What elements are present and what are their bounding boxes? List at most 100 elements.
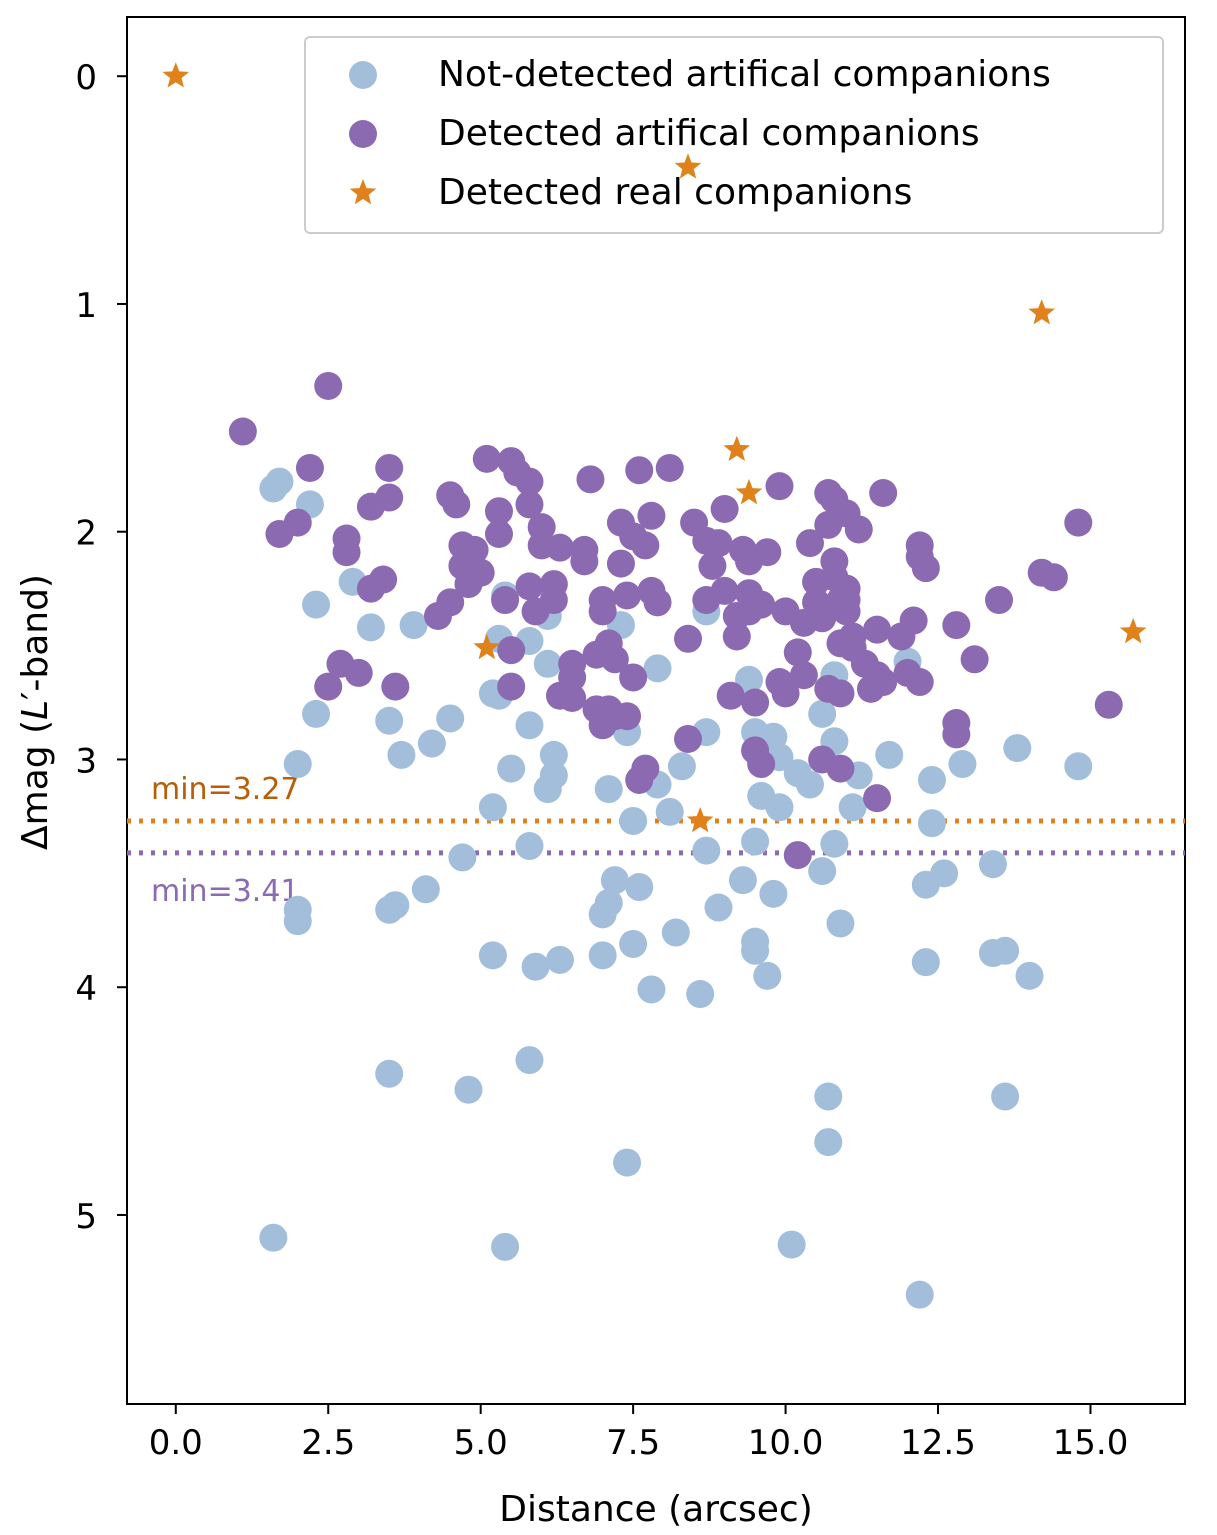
detected-point	[844, 515, 873, 544]
detected-point	[710, 494, 739, 523]
min-detected-label: min=3.41	[151, 874, 300, 909]
detected-point	[613, 581, 642, 610]
not-detected-point	[991, 936, 1020, 965]
detected-point	[753, 538, 782, 567]
detected-point	[911, 554, 940, 583]
detected-point	[600, 645, 629, 674]
detected-point	[942, 720, 971, 749]
detected-point	[600, 702, 629, 731]
not-detected-point	[686, 980, 715, 1009]
detected-point	[631, 531, 660, 560]
detected-point	[1064, 508, 1093, 537]
detected-point	[820, 547, 849, 576]
detected-point	[863, 784, 892, 813]
detected-point	[789, 608, 818, 637]
not-detected-point	[265, 467, 294, 496]
not-detected-point	[448, 843, 477, 872]
detected-point	[515, 490, 544, 519]
not-detected-point	[808, 857, 837, 886]
x-tick-label: 5.0	[454, 1423, 508, 1463]
detected-point	[484, 519, 513, 548]
not-detected-point	[978, 850, 1007, 879]
real-companion-point	[1028, 299, 1056, 325]
not-detected-point	[545, 945, 574, 974]
not-detected-point	[826, 909, 855, 938]
detected-point	[558, 663, 587, 692]
y-tick-label: 5	[75, 1197, 97, 1237]
y-axis-label: Δmag (L′-band)	[15, 574, 56, 850]
not-detected-point	[302, 699, 331, 728]
x-axis-label: Distance (arcsec)	[499, 1489, 813, 1530]
detected-point	[631, 754, 660, 783]
y-tick-label: 0	[75, 58, 97, 98]
series-detected	[228, 371, 1123, 870]
detected-point	[332, 538, 361, 567]
not-detected-point	[820, 829, 849, 858]
not-detected-point	[521, 952, 550, 981]
detected-point	[375, 483, 404, 512]
not-detected-point	[625, 873, 654, 902]
not-detected-point	[259, 1223, 288, 1252]
detected-point	[826, 679, 855, 708]
detected-point	[942, 611, 971, 640]
detected-point	[643, 588, 672, 617]
detected-point	[295, 453, 324, 482]
not-detected-point	[911, 948, 940, 977]
not-detected-point	[594, 775, 623, 804]
legend-marker-not-detected	[349, 61, 377, 89]
not-detected-point	[917, 765, 946, 794]
detected-point	[472, 444, 501, 473]
legend-label-not-detected: Not-detected artifical companions	[438, 54, 1051, 95]
detected-point	[497, 636, 526, 665]
detected-point	[545, 533, 574, 562]
detected-point	[716, 681, 745, 710]
x-tick-label: 10.0	[748, 1423, 824, 1463]
detected-point	[466, 558, 495, 587]
not-detected-point	[613, 1148, 642, 1177]
not-detected-point	[1064, 752, 1093, 781]
detected-point	[588, 597, 617, 626]
detected-point	[1039, 563, 1068, 592]
not-detected-point	[814, 1128, 843, 1157]
not-detected-point	[588, 941, 617, 970]
detected-point	[619, 663, 648, 692]
detected-point	[985, 586, 1014, 615]
real-companion-point	[723, 435, 751, 462]
legend-star-shape	[349, 179, 377, 205]
not-detected-point	[436, 704, 465, 733]
not-detected-point	[655, 797, 684, 826]
not-detected-point	[875, 740, 904, 769]
not-detected-point	[991, 1082, 1020, 1111]
y-axis-ticks: 0 1 2 3 4 5	[75, 58, 127, 1237]
detected-point	[344, 658, 373, 687]
detected-point	[576, 465, 605, 494]
not-detected-point	[411, 875, 440, 904]
detected-point	[704, 529, 733, 558]
not-detected-point	[619, 806, 648, 835]
legend-marker-real	[349, 179, 377, 205]
detected-point	[484, 497, 513, 526]
not-detected-point	[808, 699, 837, 728]
not-detected-point	[283, 750, 312, 779]
not-detected-point	[478, 793, 507, 822]
detected-point	[826, 754, 855, 783]
detected-point	[765, 472, 794, 501]
detected-point	[789, 661, 818, 690]
not-detected-point	[637, 975, 666, 1004]
y-tick-label: 1	[75, 286, 97, 326]
not-detected-point	[594, 888, 623, 917]
y-tick-label: 4	[75, 969, 97, 1009]
not-detected-point	[759, 879, 788, 908]
not-detected-point	[643, 654, 672, 683]
legend-frame	[304, 36, 1164, 234]
min-real-label: min=3.27	[151, 772, 300, 807]
y-axis-label-suffix: ′-band)	[15, 574, 56, 700]
y-axis-label-prefix: Δmag (	[15, 720, 56, 850]
not-detected-point	[741, 936, 770, 965]
detected-point	[637, 501, 666, 530]
detected-point	[539, 570, 568, 599]
not-detected-point	[381, 891, 410, 920]
not-detected-point	[734, 665, 763, 694]
not-detected-point	[753, 961, 782, 990]
